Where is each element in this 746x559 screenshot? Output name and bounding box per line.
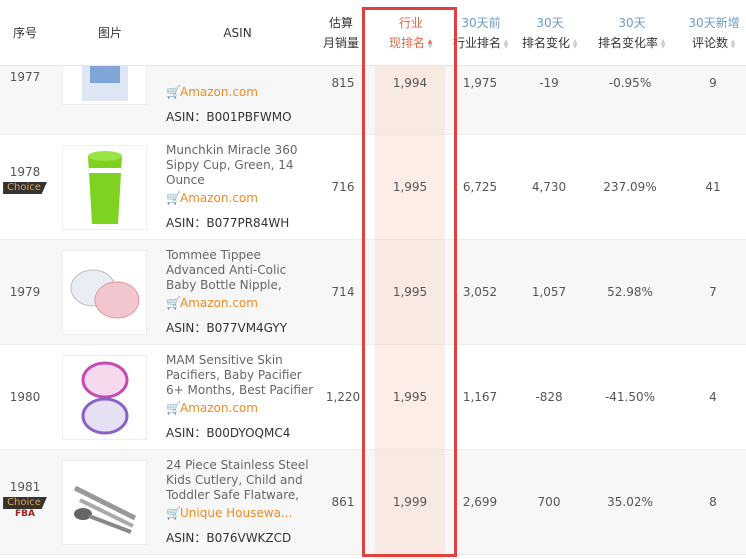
- rank-change-cell: -19: [539, 76, 559, 90]
- rank-change-rate-cell: -0.95%: [608, 76, 652, 90]
- asin-label: ASIN：B077VM4GYY: [166, 321, 288, 335]
- sales-cell: 714: [331, 285, 355, 299]
- rank-change-cell: 4,730: [531, 180, 567, 194]
- new-reviews-cell: 8: [709, 495, 717, 509]
- col-prev-rank[interactable]: 30天前 行业排名 ▲ ▼: [452, 16, 509, 50]
- cart-icon: 🛒: [166, 191, 181, 205]
- cart-icon: 🛒: [166, 506, 181, 520]
- rank-change-rate-cell: 35.02%: [607, 495, 653, 509]
- current-rank-cell: 1,994: [392, 76, 428, 90]
- sort-icon[interactable]: ▲ ▼: [660, 37, 666, 50]
- sort-icon[interactable]: ▲ ▼: [730, 37, 736, 50]
- new-reviews-cell: 41: [705, 180, 721, 194]
- asin-label: ASIN：B00DYOQMC4: [166, 426, 291, 440]
- product-info: Tommee Tippee Advanced Anti-Colic Baby B…: [166, 248, 316, 336]
- sales-cell: 861: [331, 495, 355, 509]
- rank-cell: 1980: [9, 390, 41, 404]
- product-title[interactable]: MAM Sensitive Skin Pacifiers, Baby Pacif…: [166, 353, 314, 397]
- current-rank-cell: 1,999: [392, 495, 428, 509]
- col-asin: ASIN: [223, 26, 252, 40]
- new-reviews-cell: 9: [709, 76, 717, 90]
- product-info: MAM Sensitive Skin Pacifiers, Baby Pacif…: [166, 353, 316, 441]
- col-rank-change[interactable]: 30天 排名变化 ▲ ▼: [521, 16, 578, 50]
- new-reviews-cell: 4: [709, 390, 717, 404]
- product-title[interactable]: Tommee Tippee Advanced Anti-Colic Baby B…: [166, 248, 287, 292]
- sales-cell: 815: [331, 76, 355, 90]
- cart-icon: 🛒: [166, 296, 181, 310]
- prev-rank-cell: 6,725: [462, 180, 498, 194]
- cart-icon: 🛒: [166, 401, 181, 415]
- store-link[interactable]: 🛒Amazon.com: [166, 85, 258, 99]
- col-rank[interactable]: 行业 现排名 ▲ ▼: [388, 16, 433, 50]
- amazon-choice-badge: Choice: [3, 182, 47, 194]
- col-rank-change-rate[interactable]: 30天 排名变化率 ▲ ▼: [597, 16, 666, 50]
- table-header: 序号 图片 ASIN 估算 月销量 行业 现排名 ▲ ▼ 30天前 行业排名 ▲ ▼ 30天排…: [0, 0, 746, 66]
- product-title[interactable]: 24 Piece Stainless Steel Kids Cutlery, C…: [166, 458, 309, 502]
- sort-icon[interactable]: ▲ ▼: [503, 37, 509, 50]
- prev-rank-cell: 2,699: [462, 495, 498, 509]
- table-row[interactable]: 1980 MAM Sensitive Skin Pacifiers, Baby …: [0, 345, 746, 450]
- col-new-reviews[interactable]: 30天新增 评论数 ▲ ▼: [688, 16, 740, 50]
- store-link[interactable]: 🛒Amazon.com: [166, 401, 258, 415]
- product-image[interactable]: [62, 145, 147, 230]
- rank-cell: 1978 Choice: [0, 165, 50, 194]
- table-row[interactable]: 1981 Choice FBA 24 Piece Stainless Steel…: [0, 450, 746, 555]
- current-rank-cell: 1,995: [392, 285, 428, 299]
- product-image[interactable]: [62, 250, 147, 335]
- rank-change-cell: -828: [535, 390, 563, 404]
- rank-change-rate-cell: 52.98%: [607, 285, 653, 299]
- col-image: 图片: [97, 26, 122, 40]
- prev-rank-cell: 1,975: [462, 76, 498, 90]
- store-link[interactable]: 🛒Unique Housewa...: [166, 506, 293, 520]
- sales-cell: 1,220: [325, 390, 361, 404]
- table-row[interactable]: 1978 Choice Munchkin Miracle 360 Sippy C…: [0, 135, 746, 240]
- amazon-choice-badge: Choice: [3, 497, 47, 509]
- rank-change-cell: 1,057: [531, 285, 567, 299]
- product-image[interactable]: [62, 355, 147, 440]
- rank-change-cell: 700: [537, 495, 561, 509]
- sorted-column-highlight: [375, 66, 445, 559]
- current-rank-cell: 1,995: [392, 180, 428, 194]
- new-reviews-cell: 7: [709, 285, 717, 299]
- product-title[interactable]: Munchkin Miracle 360 Sippy Cup, Green, 1…: [166, 143, 298, 187]
- col-sales[interactable]: 估算 月销量: [322, 16, 359, 50]
- prev-rank-cell: 1,167: [462, 390, 498, 404]
- product-info: Munchkin Miracle 360 Sippy Cup, Green, 1…: [166, 143, 316, 231]
- product-info: 🛒Amazon.com ASIN：B001PBFWMO: [166, 82, 316, 125]
- current-rank-cell: 1,995: [392, 390, 428, 404]
- cart-icon: 🛒: [166, 85, 181, 99]
- asin-label: ASIN：B001PBFWMO: [166, 110, 292, 124]
- rank-cell: 1977: [9, 70, 41, 84]
- product-info: 24 Piece Stainless Steel Kids Cutlery, C…: [166, 458, 316, 546]
- prev-rank-cell: 3,052: [462, 285, 498, 299]
- table-row[interactable]: 1979 Tommee Tippee Advanced Anti-Colic B…: [0, 240, 746, 345]
- sort-icon[interactable]: ▲ ▼: [572, 37, 578, 50]
- sales-cell: 716: [331, 180, 355, 194]
- store-link[interactable]: 🛒Amazon.com: [166, 296, 258, 310]
- rank-change-rate-cell: 237.09%: [603, 180, 657, 194]
- asin-label: ASIN：B076VWKZCD: [166, 531, 292, 545]
- rank-cell: 1979: [9, 285, 41, 299]
- rank-change-rate-cell: -41.50%: [604, 390, 656, 404]
- sort-asc-icon[interactable]: ▲ ▼: [427, 37, 433, 50]
- col-index: 序号: [12, 26, 37, 40]
- product-image[interactable]: [62, 460, 147, 545]
- asin-label: ASIN：B077PR84WH: [166, 216, 290, 230]
- rank-cell: 1981 Choice FBA: [0, 480, 50, 519]
- store-link[interactable]: 🛒Amazon.com: [166, 191, 258, 205]
- fba-badge: FBA: [15, 509, 35, 519]
